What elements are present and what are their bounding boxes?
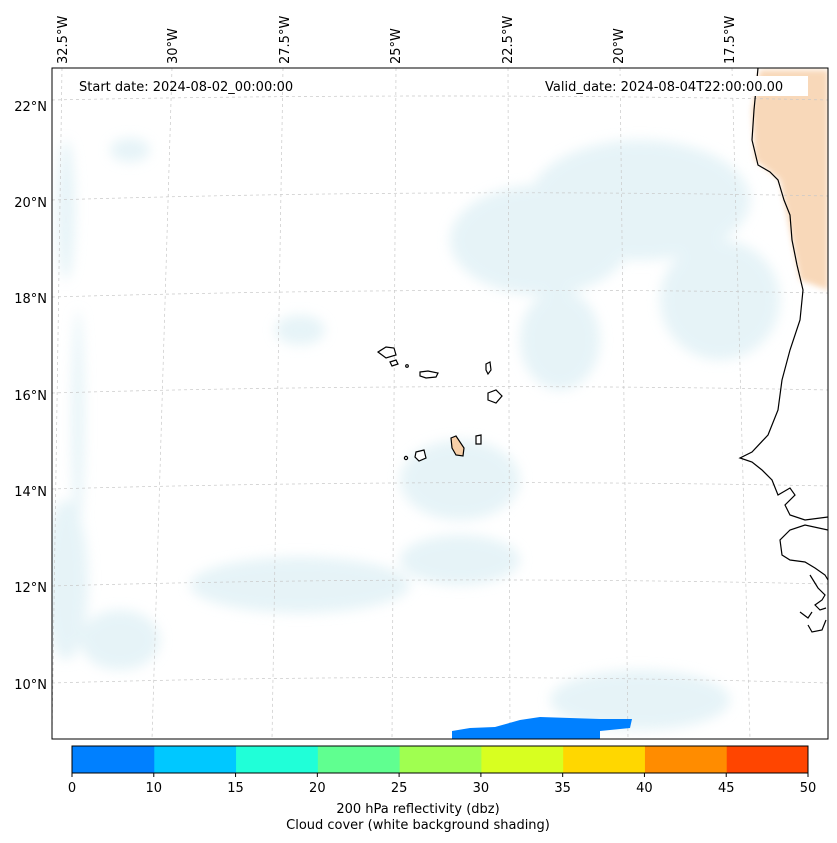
lon-label: 30°W: [166, 28, 181, 64]
lon-label: 32.5°W: [56, 16, 71, 64]
cape-verde-islands: [376, 346, 503, 462]
lat-label: 20°N: [14, 196, 47, 211]
colorbar-segment: [726, 746, 809, 773]
colorbar-segment: [235, 746, 318, 773]
lon-label: 17.5°W: [723, 16, 738, 64]
colorbar-segment: [562, 746, 645, 773]
colorbar-tick-label: 30: [472, 781, 490, 796]
colorbar-segment: [480, 746, 564, 773]
lat-label: 10°N: [14, 678, 47, 693]
colorbar: [71, 745, 809, 777]
colorbar-segment: [317, 746, 400, 773]
colorbar-segment: [399, 746, 482, 773]
start-date-label: Start date: 2024-08-02_00:00:00: [79, 80, 293, 95]
colorbar-label-line2: Cloud cover (white background shading): [286, 818, 550, 833]
colorbar-tick-label: 0: [67, 781, 77, 796]
colorbar-tick-label: 45: [717, 781, 735, 796]
lat-label: 18°N: [14, 292, 47, 307]
lon-label: 25°W: [389, 28, 404, 64]
colorbar-label-line1: 200 hPa reflectivity (dbz): [336, 802, 500, 817]
colorbar-segment: [644, 746, 727, 773]
map-contents: [52, 68, 828, 739]
colorbar-tick-label: 25: [390, 781, 408, 796]
reflectivity-blob: [452, 717, 632, 739]
colorbar-tick-label: 10: [145, 781, 163, 796]
lon-label: 27.5°W: [278, 16, 293, 64]
graticule: [52, 68, 828, 739]
cloud-cover-shading: [52, 138, 780, 730]
lat-label: 22°N: [14, 100, 47, 115]
lat-label: 14°N: [14, 485, 47, 500]
colorbar-tick-label: 15: [227, 781, 244, 796]
colorbar-segment: [72, 746, 155, 773]
latitude-labels: 22°N 20°N 18°N 16°N 14°N 12°N 10°N: [14, 100, 47, 693]
colorbar-frame: [71, 745, 809, 774]
colorbar-tick-label: 35: [554, 781, 571, 796]
land-shading: [752, 70, 828, 290]
colorbar-tick-label: 50: [799, 781, 817, 796]
lat-label: 16°N: [14, 389, 47, 404]
lon-label: 22.5°W: [501, 16, 516, 64]
colorbar-segment: [153, 746, 237, 773]
lat-label: 12°N: [14, 581, 47, 596]
map-frame: [51, 67, 829, 740]
valid-date-box: [538, 76, 808, 96]
longitude-labels: 32.5°W 30°W 27.5°W 25°W 22.5°W 20°W 17.5…: [56, 16, 738, 64]
africa-coastline: [738, 68, 828, 633]
lon-label: 20°W: [612, 28, 627, 64]
colorbar-tick-label: 40: [636, 781, 653, 796]
colorbar-tick-label: 20: [309, 781, 326, 796]
valid-date-label: Valid_date: 2024-08-04T22:00:00.00: [545, 80, 783, 95]
